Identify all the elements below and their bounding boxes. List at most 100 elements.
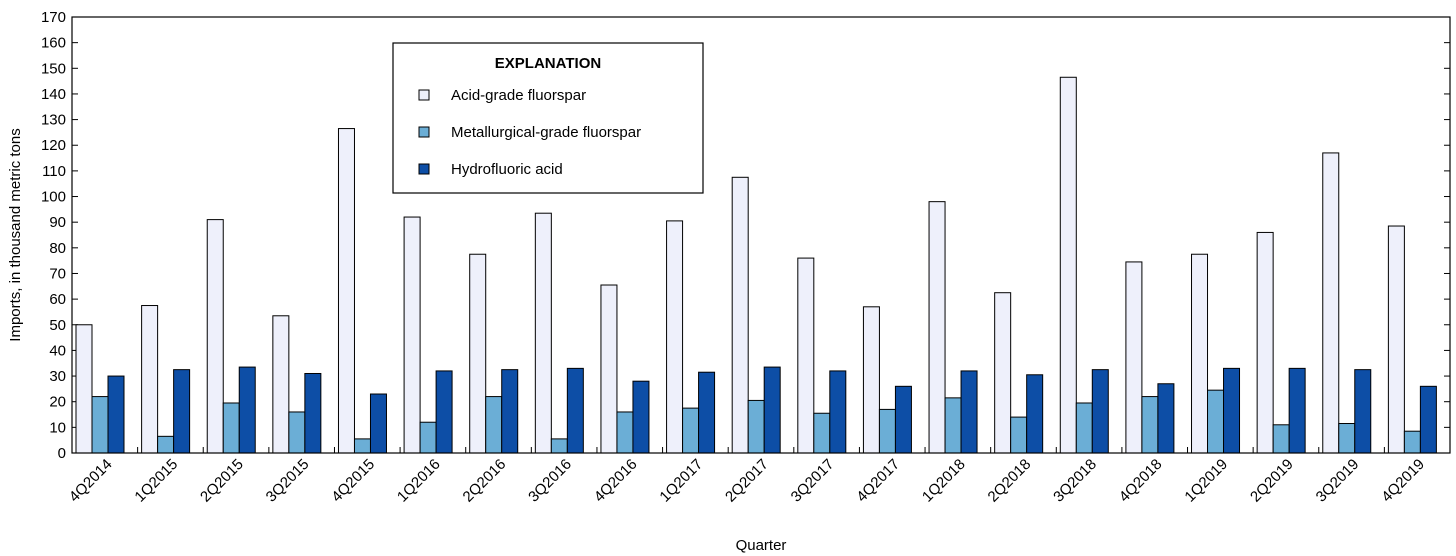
bar-metallurgical-grade-4Q2017	[878, 408, 896, 454]
bar-hydrofluoric-acid-3Q2019	[1354, 369, 1372, 454]
bar-acid-grade-1Q2018	[928, 201, 946, 454]
bar-metallurgical-grade-3Q2017	[813, 412, 831, 454]
bar-metallurgical-grade-2Q2015	[222, 402, 240, 454]
bar-acid-grade-2Q2015	[206, 219, 224, 454]
legend-title: EXPLANATION	[495, 55, 601, 72]
plot-area-frame	[71, 16, 1451, 454]
x-tick-label: 1Q2019	[1181, 456, 1231, 506]
x-tick-label: 1Q2017	[656, 456, 706, 506]
bar-acid-grade-3Q2018	[1059, 76, 1077, 454]
bar-hydrofluoric-acid-3Q2016	[566, 367, 584, 454]
bar-acid-grade-4Q2015	[337, 128, 355, 454]
bar-acid-grade-4Q2019	[1387, 225, 1405, 454]
legend-label-metallurgical-grade: Metallurgical-grade fluorspar	[451, 124, 641, 141]
bar-metallurgical-grade-4Q2015	[353, 438, 371, 454]
y-tick-label: 70	[49, 265, 66, 282]
y-tick-label: 80	[49, 240, 66, 257]
bar-hydrofluoric-acid-2Q2019	[1288, 367, 1306, 454]
y-tick-label: 130	[41, 112, 66, 129]
bar-acid-grade-2Q2016	[469, 253, 487, 454]
x-tick-label: 3Q2015	[263, 456, 313, 506]
bar-hydrofluoric-acid-2Q2017	[763, 366, 781, 454]
bar-metallurgical-grade-1Q2016	[419, 421, 437, 454]
bar-acid-grade-3Q2015	[272, 315, 290, 454]
bar-hydrofluoric-acid-4Q2018	[1157, 383, 1175, 454]
bar-acid-grade-2Q2017	[731, 176, 749, 454]
y-tick-label: 170	[41, 9, 66, 26]
bar-hydrofluoric-acid-3Q2017	[829, 370, 847, 454]
x-tick-label: 4Q2014	[66, 456, 116, 506]
bar-hydrofluoric-acid-1Q2019	[1223, 367, 1241, 454]
y-tick-label: 30	[49, 368, 66, 385]
y-axis-ticks: 0 10 20 30 40 50 60 70 80 90 100 110 120 130 140 150 160…	[41, 9, 1450, 462]
bar-acid-grade-4Q2017	[862, 306, 880, 454]
y-tick-label: 160	[41, 35, 66, 52]
bar-acid-grade-3Q2017	[797, 257, 815, 454]
bar-metallurgical-grade-1Q2019	[1207, 389, 1225, 454]
bar-acid-grade-3Q2019	[1322, 152, 1340, 454]
x-tick-label: 1Q2016	[394, 456, 444, 506]
x-tick-label: 3Q2019	[1313, 456, 1363, 506]
bar-hydrofluoric-acid-1Q2015	[173, 369, 191, 454]
y-tick-label: 90	[49, 214, 66, 231]
bar-metallurgical-grade-1Q2015	[157, 435, 175, 454]
bar-hydrofluoric-acid-3Q2015	[304, 372, 322, 454]
y-tick-label: 20	[49, 394, 66, 411]
y-tick-label: 140	[41, 86, 66, 103]
bar-metallurgical-grade-1Q2017	[682, 407, 700, 454]
bar-acid-grade-2Q2018	[994, 292, 1012, 454]
y-tick-label: 40	[49, 342, 66, 359]
bar-metallurgical-grade-4Q2016	[616, 411, 634, 454]
legend-swatch-hydrofluoric-acid	[418, 163, 430, 175]
x-axis-ticks: 4Q2014 1Q2015 2Q2015 3Q2015 4Q2015 1Q2016 2Q20…	[66, 447, 1428, 506]
bar-hydrofluoric-acid-1Q2017	[698, 371, 716, 454]
bar-hydrofluoric-acid-4Q2019	[1419, 385, 1437, 454]
x-tick-label: 4Q2017	[853, 456, 903, 506]
x-tick-label: 2Q2018	[985, 456, 1035, 506]
bar-hydrofluoric-acid-3Q2018	[1091, 369, 1109, 454]
bar-metallurgical-grade-4Q2018	[1141, 396, 1159, 454]
bar-acid-grade-2Q2019	[1256, 231, 1274, 454]
legend: EXPLANATION Acid-grade fluorspar Metallu…	[392, 42, 704, 194]
y-tick-label: 60	[49, 291, 66, 308]
bar-acid-grade-1Q2015	[141, 305, 159, 454]
legend-label-acid-grade: Acid-grade fluorspar	[451, 87, 586, 104]
y-tick-label: 120	[41, 137, 66, 154]
bar-hydrofluoric-acid-2Q2018	[1026, 374, 1044, 454]
bar-hydrofluoric-acid-4Q2015	[369, 393, 387, 454]
x-tick-label: 4Q2016	[591, 456, 641, 506]
x-tick-label: 4Q2019	[1378, 456, 1428, 506]
x-tick-label: 1Q2015	[131, 456, 181, 506]
bar-metallurgical-grade-2Q2016	[485, 396, 503, 454]
y-tick-label: 150	[41, 60, 66, 77]
y-tick-label: 10	[49, 419, 66, 436]
bar-acid-grade-4Q2016	[600, 284, 618, 454]
bar-metallurgical-grade-2Q2017	[747, 399, 765, 454]
bar-metallurgical-grade-4Q2019	[1403, 430, 1421, 454]
bar-acid-grade-1Q2016	[403, 216, 421, 454]
y-axis-label: Imports, in thousand metric tons	[7, 128, 24, 341]
y-tick-label: 110	[42, 163, 66, 180]
bar-hydrofluoric-acid-4Q2016	[632, 380, 650, 454]
bar-metallurgical-grade-3Q2018	[1075, 402, 1093, 454]
bar-metallurgical-grade-2Q2019	[1272, 424, 1290, 454]
x-tick-label: 1Q2018	[919, 456, 969, 506]
x-tick-label: 4Q2018	[1116, 456, 1166, 506]
legend-label-hydrofluoric-acid: Hydrofluoric acid	[451, 161, 563, 178]
legend-box	[392, 42, 704, 194]
bar-metallurgical-grade-3Q2019	[1338, 423, 1356, 454]
x-tick-label: 2Q2017	[722, 456, 772, 506]
bar-acid-grade-1Q2019	[1191, 253, 1209, 454]
x-tick-label: 3Q2018	[1050, 456, 1100, 506]
bar-hydrofluoric-acid-4Q2017	[894, 385, 912, 454]
x-tick-label: 2Q2016	[460, 456, 510, 506]
bar-acid-grade-1Q2017	[666, 220, 684, 454]
bar-metallurgical-grade-1Q2018	[944, 397, 962, 454]
bar-metallurgical-grade-3Q2015	[288, 411, 306, 454]
bar-hydrofluoric-acid-2Q2015	[238, 366, 256, 454]
bar-acid-grade-3Q2016	[534, 212, 552, 454]
bar-metallurgical-grade-4Q2014	[91, 396, 109, 454]
legend-swatch-acid-grade	[418, 89, 430, 101]
x-tick-label: 4Q2015	[328, 456, 378, 506]
bar-metallurgical-grade-2Q2018	[1010, 416, 1028, 454]
